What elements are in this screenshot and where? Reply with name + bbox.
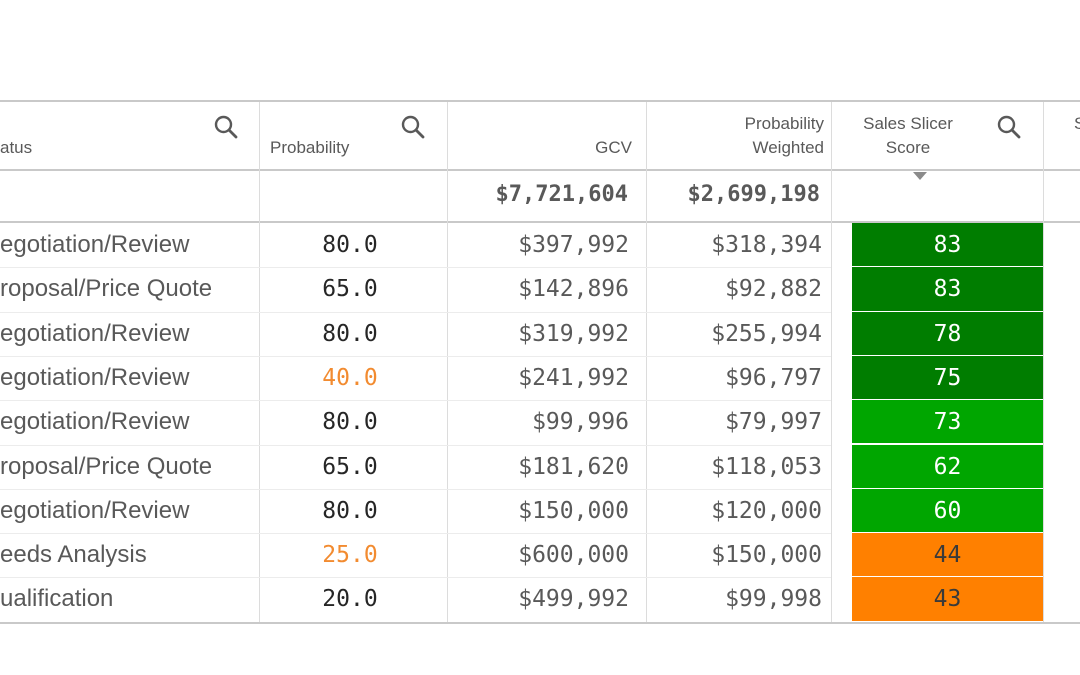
column-divider bbox=[1043, 102, 1044, 622]
column-divider bbox=[447, 102, 448, 622]
cell-gcv: $142,896 bbox=[518, 276, 629, 303]
row-divider bbox=[0, 488, 831, 490]
cell-probability-weighted: $79,997 bbox=[725, 409, 822, 436]
row-divider bbox=[0, 267, 831, 269]
column-divider bbox=[646, 102, 647, 622]
column-header-label: S bbox=[1074, 114, 1080, 133]
cell-gcv: $319,992 bbox=[518, 320, 629, 347]
column-header-label: Probability bbox=[744, 114, 824, 133]
total-gcv: $7,721,604 bbox=[495, 182, 628, 207]
row-divider bbox=[0, 400, 831, 402]
column-header-probability-weighted[interactable]: Probability Weighted bbox=[647, 112, 824, 160]
cell-probability-weighted: $120,000 bbox=[711, 497, 822, 524]
cell-gcv: $99,996 bbox=[532, 409, 629, 436]
cell-gcv: $397,992 bbox=[518, 232, 629, 258]
cell-probability-weighted: $96,797 bbox=[725, 364, 822, 391]
cell-probability-weighted: $318,394 bbox=[711, 232, 822, 258]
column-header-label: Score bbox=[885, 138, 931, 157]
cell-probability-weighted: $99,998 bbox=[725, 586, 822, 613]
column-header-next[interactable]: S bbox=[1074, 112, 1080, 136]
search-icon[interactable] bbox=[213, 114, 239, 140]
search-icon[interactable] bbox=[400, 114, 426, 140]
cell-sales-slicer-score: 43 bbox=[852, 577, 1043, 621]
cell-status: egotiation/Review bbox=[0, 319, 190, 347]
row-divider bbox=[0, 577, 831, 579]
cell-gcv: $600,000 bbox=[518, 542, 629, 569]
cell-status: egotiation/Review bbox=[0, 496, 190, 524]
column-header-label: GCV bbox=[595, 138, 632, 157]
cell-sales-slicer-score: 75 bbox=[852, 355, 1043, 400]
column-header-label: atus bbox=[0, 138, 33, 157]
header-divider bbox=[0, 169, 1080, 171]
cell-sales-slicer-score: 60 bbox=[852, 488, 1043, 533]
total-probability-weighted: $2,699,198 bbox=[687, 182, 820, 207]
cell-gcv: $241,992 bbox=[518, 364, 629, 391]
cell-probability: 80.0 bbox=[322, 320, 378, 347]
column-header-status[interactable]: atus bbox=[0, 136, 200, 160]
column-header-label: Weighted bbox=[752, 138, 824, 157]
row-divider bbox=[0, 355, 831, 357]
cell-sales-slicer-score: 83 bbox=[852, 267, 1043, 311]
cell-sales-slicer-score: 83 bbox=[852, 223, 1043, 267]
cell-sales-slicer-score: 44 bbox=[852, 533, 1043, 577]
column-header-gcv[interactable]: GCV bbox=[448, 136, 632, 160]
cell-status: egotiation/Review bbox=[0, 408, 190, 436]
cell-sales-slicer-score: 62 bbox=[852, 444, 1043, 488]
column-header-sales-slicer-score[interactable]: Sales Slicer Score bbox=[848, 112, 968, 160]
column-header-label: Probability bbox=[270, 138, 350, 157]
cell-probability-weighted: $92,882 bbox=[725, 276, 822, 303]
column-divider bbox=[831, 102, 832, 622]
deals-table: atus Probability GCV Probability Weighte… bbox=[0, 100, 1080, 624]
cell-probability: 65.0 bbox=[322, 276, 378, 303]
cell-probability-weighted: $150,000 bbox=[711, 542, 822, 569]
table-top-border bbox=[0, 100, 1080, 102]
column-divider bbox=[259, 102, 260, 622]
cell-probability-weighted: $255,994 bbox=[711, 320, 822, 347]
cell-gcv: $499,992 bbox=[518, 586, 629, 613]
column-header-label: Sales Slicer bbox=[863, 114, 953, 133]
cell-status: egotiation/Review bbox=[0, 231, 190, 258]
cell-status: roposal/Price Quote bbox=[0, 452, 213, 480]
cell-probability: 65.0 bbox=[322, 453, 378, 480]
cell-probability: 25.0 bbox=[322, 542, 378, 569]
cell-probability: 80.0 bbox=[322, 232, 378, 258]
cell-gcv: $150,000 bbox=[518, 497, 629, 524]
column-header-probability[interactable]: Probability bbox=[270, 136, 420, 160]
cell-status: roposal/Price Quote bbox=[0, 275, 213, 303]
cell-status: eeds Analysis bbox=[0, 541, 147, 569]
totals-divider bbox=[0, 221, 1080, 223]
cell-status: ualification bbox=[0, 585, 114, 613]
cell-probability: 20.0 bbox=[322, 586, 378, 613]
cell-probability: 40.0 bbox=[322, 364, 378, 391]
cell-probability: 80.0 bbox=[322, 409, 378, 436]
cell-status: egotiation/Review bbox=[0, 363, 190, 391]
cell-probability-weighted: $118,053 bbox=[711, 453, 822, 480]
row-divider bbox=[0, 311, 831, 313]
sort-descending-icon bbox=[913, 172, 927, 180]
cell-sales-slicer-score: 73 bbox=[852, 400, 1043, 444]
search-icon[interactable] bbox=[996, 114, 1022, 140]
row-divider bbox=[0, 533, 831, 535]
cell-gcv: $181,620 bbox=[518, 453, 629, 480]
row-divider bbox=[0, 444, 831, 446]
cell-probability: 80.0 bbox=[322, 497, 378, 524]
table-bottom-border bbox=[0, 622, 1080, 624]
cell-sales-slicer-score: 78 bbox=[852, 311, 1043, 355]
